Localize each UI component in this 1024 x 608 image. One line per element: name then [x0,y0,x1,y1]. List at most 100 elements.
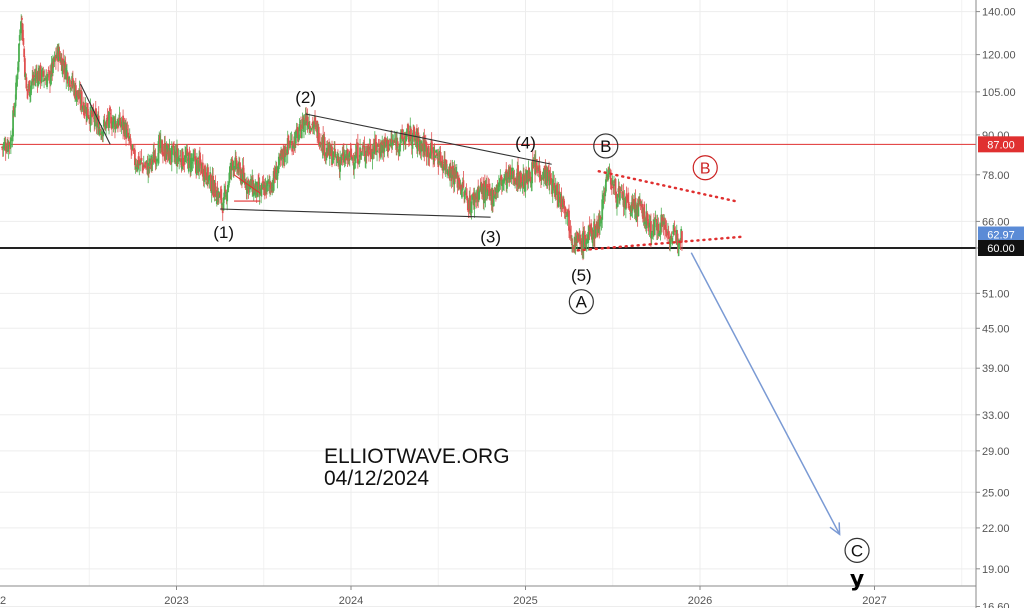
candle-body [460,185,463,194]
candle-body [466,195,469,201]
candle-body [436,157,439,159]
candle-body [272,171,275,191]
candle-body [181,151,184,166]
price-tag-bg [978,226,1024,243]
candle-body [470,201,473,214]
price-tag-label: 62.97 [987,230,1015,242]
candle-body [18,43,20,62]
candle-body [434,155,437,158]
candle-body [249,182,251,186]
candle-body [672,231,674,235]
arrow-shaft [690,252,841,535]
candle-body [65,68,68,80]
candle-body [273,168,276,178]
trendline [597,169,737,203]
candle-body [96,122,99,128]
candle-body [279,153,282,160]
candle-body [602,193,605,200]
candle-body [591,233,594,244]
candle-body [190,157,192,173]
candle-body [458,181,461,190]
candle-body [295,128,298,136]
candle-body [137,156,140,168]
price-candles [1,14,683,261]
candle-body [376,151,378,153]
candle-body [641,204,643,214]
price-tag-label: 87.00 [987,139,1015,151]
candle-body [4,142,6,146]
x-tick-label: 2025 [513,595,537,607]
candle-body [21,17,23,20]
candle-body [11,134,14,141]
candle-body [131,145,134,151]
candle-body [207,167,209,183]
candle-body [287,135,290,146]
candle-body [5,151,8,153]
candle-body [369,144,372,156]
candle-body [298,124,301,132]
candle-body [435,149,438,153]
candle-body [640,202,643,204]
candle-body [579,234,581,245]
candle-body [681,231,683,243]
candle-body [135,165,138,167]
candle-body [289,147,291,149]
candle-body [599,216,602,220]
candle-body [14,102,17,108]
candle-body [607,169,610,180]
candle-body [359,147,361,158]
candle-body [183,161,186,165]
candle-body [170,145,173,163]
candle-body [49,78,52,85]
candle-body [190,160,193,161]
candle-body [542,168,545,179]
candle-body [614,178,617,196]
candle-body [521,182,524,186]
candle-body [348,158,350,161]
candle-body [669,239,672,245]
candle-body [70,85,73,87]
candle-body [676,233,679,246]
candle-body [24,73,27,80]
candle-body [358,160,361,164]
candle-body [654,217,657,219]
candle-body [599,216,601,227]
candle-body [191,162,194,164]
candle-body [74,85,77,100]
candle-body [579,240,582,244]
candle-body [179,158,182,163]
candle-body [234,157,237,170]
y-tick-label: 45.00 [982,323,1010,335]
candle-body [68,76,71,81]
candle-body [602,200,604,203]
candle-body [164,158,167,160]
candle-body [222,197,225,211]
candle-body [478,191,480,201]
candle-body [442,166,445,171]
candle-body [22,38,25,45]
candle-body [7,141,10,152]
candle-body [334,148,336,158]
candle-body [461,190,463,198]
candle-body [383,138,386,152]
candle-body [530,181,533,188]
candle-body [672,231,675,233]
candle-body [486,189,489,196]
candle-body [254,186,257,195]
candle-body [554,185,557,196]
candle-body [601,199,604,220]
candle-body [618,186,621,198]
candle-body [128,136,131,139]
candle-body [387,140,390,152]
y-tick-label: 25.00 [982,487,1010,499]
candle-body [139,159,142,163]
candle-body [201,162,204,177]
candle-body [282,148,285,158]
candle-body [637,199,640,217]
candle-body [356,142,359,164]
candle-body [241,167,244,183]
candle-body [13,109,16,116]
candle-body [198,156,201,172]
candle-body [288,143,291,145]
